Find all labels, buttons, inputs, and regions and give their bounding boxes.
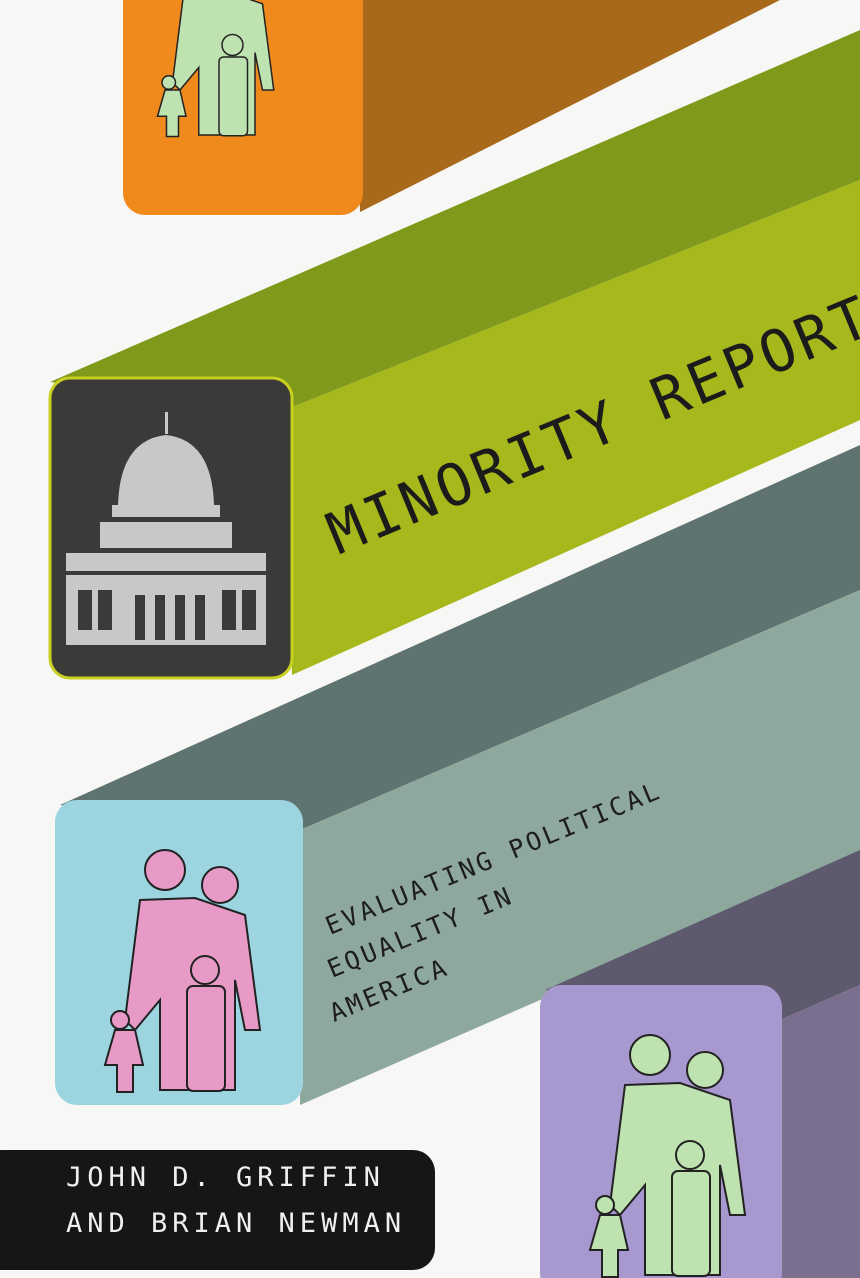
teal-bar: EVALUATING POLITICAL EQUALITY IN AMERICA [55,445,860,1105]
author-line-1: JOHN D. GRIFFIN [66,1162,385,1193]
author-line-2: AND BRIAN NEWMAN [66,1208,407,1239]
capitol-building-icon [66,412,266,645]
orange-bar [123,0,780,215]
purple-bar [540,850,860,1278]
author-box: JOHN D. GRIFFIN AND BRIAN NEWMAN [0,1150,435,1270]
